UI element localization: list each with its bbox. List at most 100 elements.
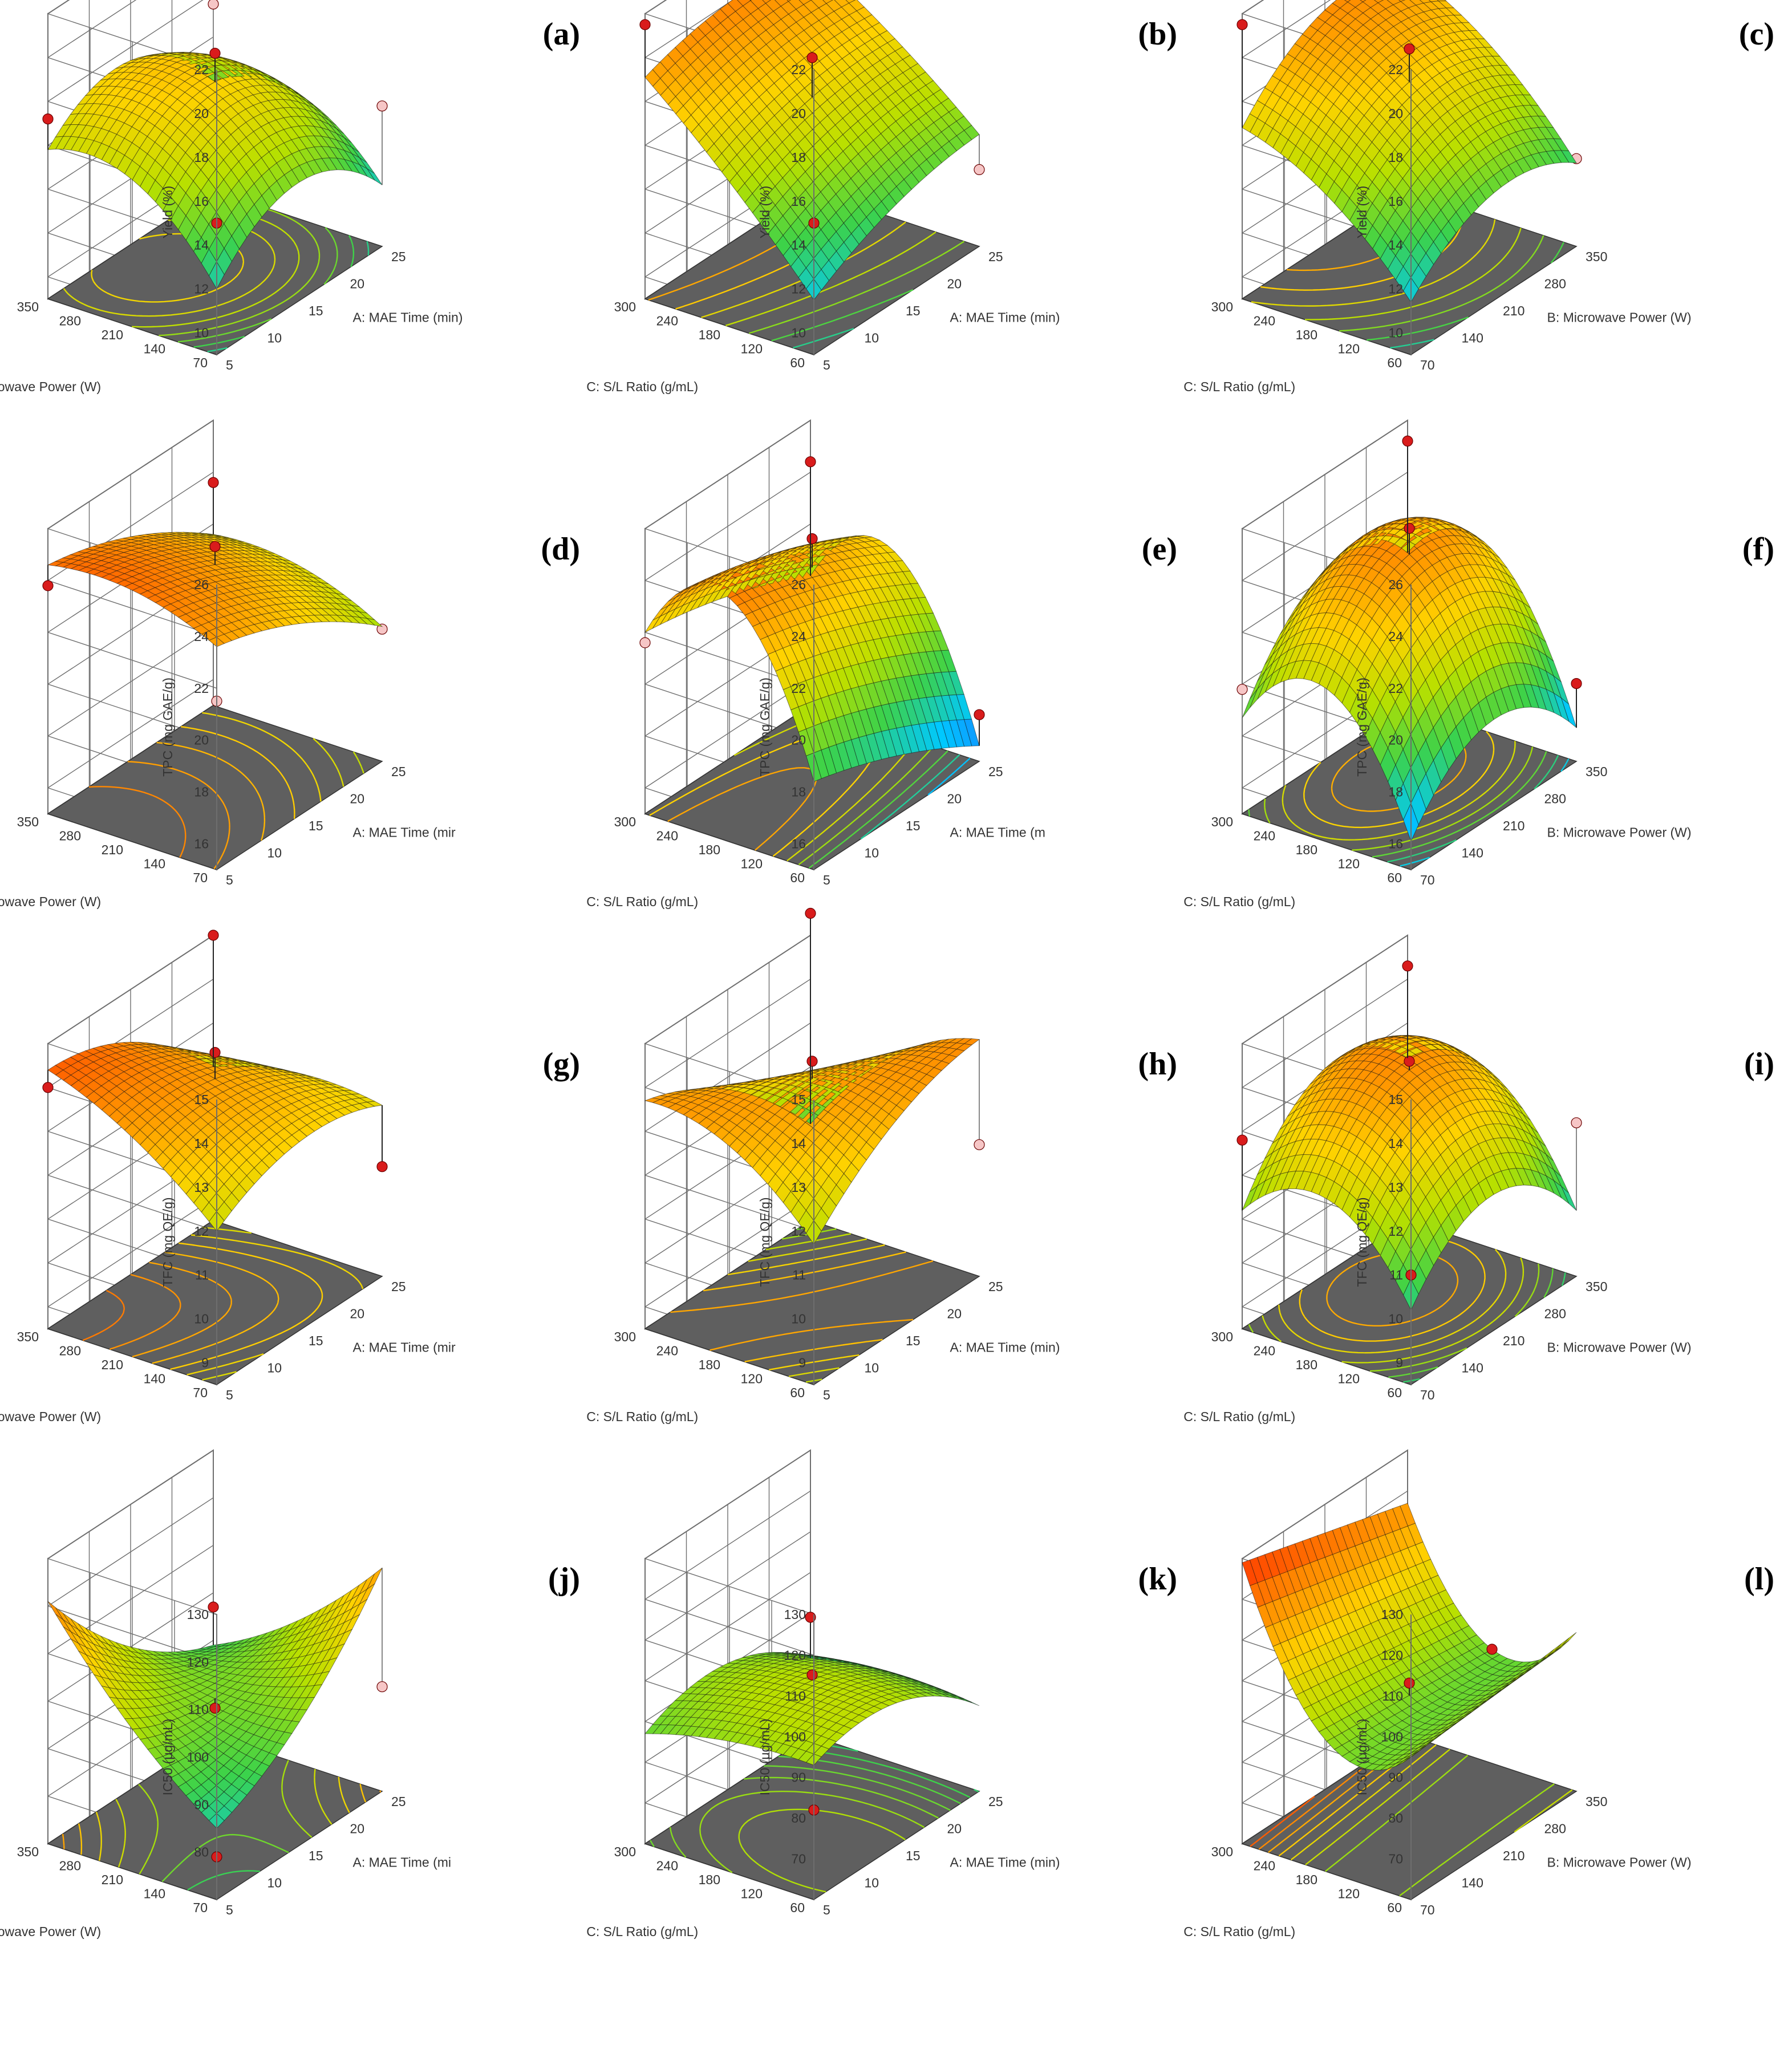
surface-facet	[47, 561, 64, 566]
y-tick-label: 60	[790, 1385, 805, 1400]
panel-label: (f)	[1742, 532, 1774, 567]
design-point	[1571, 1117, 1582, 1129]
design-point	[209, 541, 221, 552]
x-tick-label: 350	[1586, 1279, 1607, 1294]
contour-line	[749, 241, 965, 334]
y-tick-label: 300	[614, 1329, 636, 1344]
y-tick-label: 60	[1387, 355, 1402, 370]
surface-facet	[1359, 0, 1367, 2]
design-point	[376, 1161, 388, 1173]
contour-line	[127, 761, 230, 870]
z-tick-label: 20	[1388, 106, 1403, 121]
y-tick-label: 300	[1211, 299, 1233, 314]
panel-b: 10 12 14 16 18 20 22 Yield (%) 5 10 15 20 25 A: MAE T…	[586, 0, 1194, 515]
y-tick-label: 300	[614, 814, 636, 829]
contour-line	[1400, 758, 1570, 867]
design-point	[376, 100, 388, 112]
x-tick-label: 5	[226, 358, 233, 372]
surface-facet	[47, 136, 64, 151]
y-tick-label: 70	[193, 1385, 208, 1400]
y-tick-label: 280	[59, 314, 81, 328]
y-tick-label: 60	[1387, 1385, 1402, 1400]
x-tick-label: 350	[1586, 764, 1607, 779]
z-tick-label: 12	[194, 1224, 209, 1239]
y-tick-label: 120	[1338, 1372, 1360, 1386]
x-tick-label: 140	[1462, 1361, 1483, 1376]
surface-facet	[47, 1065, 64, 1076]
z-tick-label: 22	[194, 62, 209, 77]
z-tick-label: 10	[1388, 1312, 1403, 1326]
design-points-below	[376, 1568, 388, 1693]
y-tick-label: 180	[699, 1357, 720, 1372]
contours	[649, 705, 971, 869]
contour-line	[670, 1260, 934, 1351]
design-points-below	[208, 0, 388, 185]
x-tick-label: 20	[350, 792, 365, 806]
contour-line	[138, 1760, 313, 1875]
z-tick-label: 12	[791, 1224, 806, 1239]
x-tick-label: 25	[391, 1279, 406, 1294]
panel-f: 16 18 20 22 24 26 TPC (mg GAE/g) 70 140 210 280 350…	[1183, 419, 1791, 1030]
panel-h: 9 10 11 12 13 14 15 TFC (mg QE/g) 5 10 15 20 25 A: MA…	[586, 907, 1194, 1545]
design-point	[1236, 684, 1248, 695]
contour-line	[927, 757, 971, 796]
y-tick-label: 210	[102, 1357, 123, 1372]
z-axis-title: TFC (mg QE/g)	[160, 1197, 175, 1287]
z-axis-title: Yield (%)	[1355, 186, 1369, 238]
x-tick-label: 280	[1544, 1307, 1566, 1321]
x-axis-title: A: MAE Time (mir	[353, 1340, 456, 1355]
design-points-above	[1236, 960, 1417, 1311]
x-tick-label: 70	[1420, 358, 1435, 372]
panel-label: (c)	[1738, 17, 1774, 52]
contour-line	[152, 1251, 279, 1364]
y-axis-title: C: S/L Ratio (g/mL)	[586, 1409, 698, 1424]
x-tick-label: 25	[391, 764, 406, 779]
y-tick-label: 180	[1296, 842, 1317, 857]
design-points-above	[805, 907, 818, 1124]
design-points-below	[1571, 1117, 1582, 1211]
y-tick-label: 210	[102, 842, 123, 857]
x-tick-label: 280	[1544, 277, 1566, 291]
design-point	[209, 1046, 221, 1058]
response-surface	[47, 1041, 383, 1232]
y-tick-label: 140	[144, 857, 165, 871]
contour-line	[703, 1251, 906, 1362]
design-points-above	[42, 930, 388, 1173]
x-tick-label: 210	[1503, 303, 1525, 318]
contour-line	[62, 1790, 382, 1849]
design-point	[1571, 678, 1582, 689]
x-tick-label: 15	[906, 303, 921, 318]
design-points-below	[639, 632, 651, 648]
y-axis-title: B: Microwave Power (W)	[0, 379, 101, 394]
design-points-below	[974, 134, 985, 175]
z-tick-label: 11	[792, 1268, 806, 1283]
z-tick-label: 22	[1388, 62, 1403, 77]
z-tick-label: 16	[1388, 194, 1403, 209]
contour-line	[193, 235, 355, 348]
surface-facet	[762, 0, 772, 4]
surface-facet	[798, 0, 812, 5]
y-tick-label: 180	[699, 842, 720, 857]
contour-line	[1305, 228, 1522, 320]
x-tick-label: 15	[309, 818, 323, 833]
contour-line	[177, 191, 338, 343]
y-axis-title: B: Microwave Power (W)	[0, 1409, 101, 1424]
panel-label: (d)	[541, 532, 580, 567]
y-tick-label: 280	[59, 1344, 81, 1358]
y-tick-label: 120	[1338, 342, 1360, 356]
y-axis-title: C: S/L Ratio (g/mL)	[586, 379, 698, 394]
contour-line	[798, 705, 934, 866]
design-point	[806, 52, 818, 63]
x-tick-label: 10	[267, 1361, 282, 1376]
y-tick-label: 120	[1338, 857, 1360, 871]
design-point	[639, 19, 651, 30]
contour-line	[771, 289, 914, 342]
y-tick-label: 180	[1296, 327, 1317, 342]
x-tick-label: 25	[391, 249, 406, 264]
z-tick-label: 26	[791, 577, 806, 592]
contour-line	[115, 1768, 333, 1868]
x-tick-label: 10	[865, 846, 879, 861]
z-tick-label: 13	[194, 1180, 209, 1195]
panel-label: (a)	[542, 17, 580, 52]
